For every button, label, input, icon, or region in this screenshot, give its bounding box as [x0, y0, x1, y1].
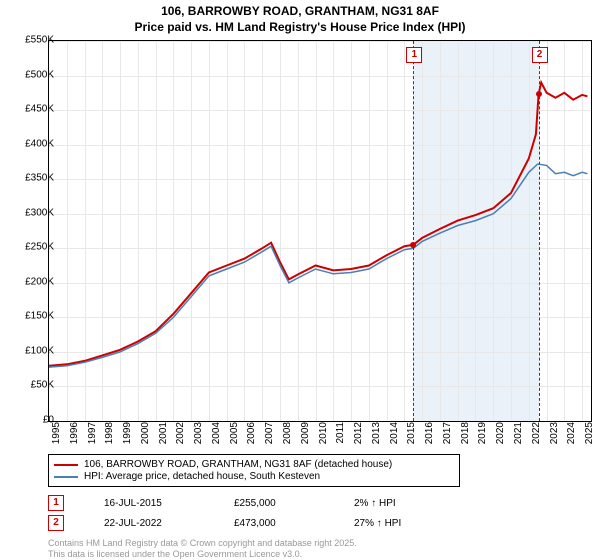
y-axis-label: £450K — [14, 104, 54, 115]
x-axis-label: 1995 — [51, 422, 62, 452]
y-axis-label: £400K — [14, 138, 54, 149]
x-axis-label: 2022 — [531, 422, 542, 452]
y-axis-label: £0 — [14, 415, 54, 426]
x-axis-label: 2020 — [495, 422, 506, 452]
sale-price: £473,000 — [234, 518, 314, 529]
x-axis-label: 2005 — [229, 422, 240, 452]
sale-marker-line — [413, 41, 414, 421]
x-axis-label: 2015 — [406, 422, 417, 452]
x-axis-label: 2010 — [318, 422, 329, 452]
sale-delta: 27% ↑ HPI — [354, 518, 401, 529]
x-axis-label: 2006 — [246, 422, 257, 452]
sales-table: 1 16-JUL-2015 £255,000 2% ↑ HPI 2 22-JUL-2022… — [48, 495, 401, 535]
legend-box: 106, BARROWBY ROAD, GRANTHAM, NG31 8AF (… — [48, 454, 460, 487]
x-axis-label: 2000 — [140, 422, 151, 452]
x-axis-label: 2003 — [193, 422, 204, 452]
series-line-0 — [49, 83, 587, 366]
sale-point-dot — [536, 91, 542, 97]
x-axis-label: 1996 — [69, 422, 80, 452]
sale-row-badge: 2 — [48, 515, 64, 531]
title-line-2: Price paid vs. HM Land Registry's House … — [0, 20, 600, 36]
chart-title: 106, BARROWBY ROAD, GRANTHAM, NG31 8AF P… — [0, 0, 600, 35]
sale-delta: 2% ↑ HPI — [354, 498, 396, 509]
sale-row-badge: 1 — [48, 495, 64, 511]
y-axis-label: £300K — [14, 207, 54, 218]
x-axis-label: 1997 — [87, 422, 98, 452]
sale-marker-line — [539, 41, 540, 421]
x-axis-label: 2021 — [513, 422, 524, 452]
footer-attribution: Contains HM Land Registry data © Crown c… — [48, 538, 357, 560]
x-axis-label: 2018 — [460, 422, 471, 452]
sale-point-dot — [410, 242, 416, 248]
y-axis-label: £350K — [14, 173, 54, 184]
sale-price: £255,000 — [234, 498, 314, 509]
x-axis-label: 2019 — [477, 422, 488, 452]
chart-container: 106, BARROWBY ROAD, GRANTHAM, NG31 8AF P… — [0, 0, 600, 560]
x-axis-label: 2001 — [158, 422, 169, 452]
x-axis-label: 2016 — [424, 422, 435, 452]
sale-row: 1 16-JUL-2015 £255,000 2% ↑ HPI — [48, 495, 401, 511]
x-axis-label: 2007 — [264, 422, 275, 452]
sale-marker-badge: 2 — [532, 47, 548, 63]
legend-swatch — [54, 476, 78, 478]
y-axis-label: £500K — [14, 69, 54, 80]
x-axis-label: 2025 — [584, 422, 595, 452]
x-axis-label: 2013 — [371, 422, 382, 452]
plot-area: 12 — [48, 40, 592, 422]
y-axis-label: £50K — [14, 380, 54, 391]
x-axis-label: 2002 — [175, 422, 186, 452]
sale-date: 16-JUL-2015 — [104, 498, 194, 509]
y-axis-label: £200K — [14, 276, 54, 287]
sale-row: 2 22-JUL-2022 £473,000 27% ↑ HPI — [48, 515, 401, 531]
x-axis-label: 1998 — [104, 422, 115, 452]
legend-item: HPI: Average price, detached house, Sout… — [54, 471, 454, 482]
x-axis-label: 2011 — [335, 422, 346, 452]
title-line-1: 106, BARROWBY ROAD, GRANTHAM, NG31 8AF — [0, 4, 600, 20]
legend-label: 106, BARROWBY ROAD, GRANTHAM, NG31 8AF (… — [84, 459, 392, 470]
sale-marker-badge: 1 — [406, 47, 422, 63]
x-axis-label: 2009 — [300, 422, 311, 452]
y-axis-label: £250K — [14, 242, 54, 253]
legend-item: 106, BARROWBY ROAD, GRANTHAM, NG31 8AF (… — [54, 459, 454, 470]
legend-label: HPI: Average price, detached house, Sout… — [84, 471, 320, 482]
y-axis-label: £100K — [14, 345, 54, 356]
footer-line-2: This data is licensed under the Open Gov… — [48, 549, 357, 560]
sale-date: 22-JUL-2022 — [104, 518, 194, 529]
legend-swatch — [54, 464, 78, 466]
y-axis-label: £550K — [14, 35, 54, 46]
x-axis-label: 2004 — [211, 422, 222, 452]
x-axis-label: 2017 — [442, 422, 453, 452]
x-axis-label: 2012 — [353, 422, 364, 452]
x-axis-label: 1999 — [122, 422, 133, 452]
y-axis-label: £150K — [14, 311, 54, 322]
x-axis-label: 2023 — [549, 422, 560, 452]
chart-svg — [49, 41, 591, 421]
x-axis-label: 2024 — [566, 422, 577, 452]
footer-line-1: Contains HM Land Registry data © Crown c… — [48, 538, 357, 549]
x-axis-label: 2008 — [282, 422, 293, 452]
x-axis-label: 2014 — [389, 422, 400, 452]
